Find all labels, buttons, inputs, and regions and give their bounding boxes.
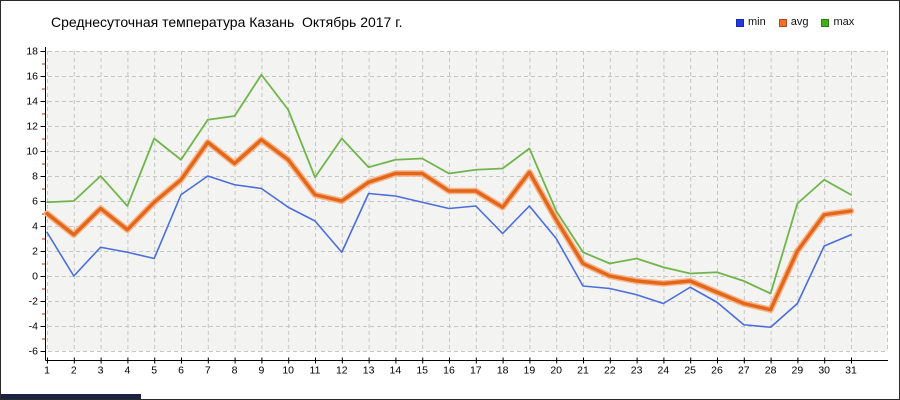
x-tick-label: 8 xyxy=(232,365,238,377)
x-tick-label: 21 xyxy=(577,365,589,377)
chart-title: Среднесуточная температура Казань Октябр… xyxy=(51,14,403,30)
y-tick-label: -4 xyxy=(29,321,38,333)
y-tick-label: 12 xyxy=(26,121,38,133)
x-tick-label: 3 xyxy=(98,365,104,377)
max-line xyxy=(46,73,852,295)
legend-label-max: max xyxy=(833,16,855,28)
x-tick-label: 13 xyxy=(363,365,375,377)
x-tick-label: 23 xyxy=(631,365,643,377)
legend-label-min: min xyxy=(748,16,766,28)
x-tick-label: 6 xyxy=(178,365,184,377)
x-tick-label: 24 xyxy=(658,365,670,377)
legend: min avg max xyxy=(736,17,854,28)
x-tick-label: 17 xyxy=(470,365,482,377)
x-tick-label: 2 xyxy=(71,365,77,377)
x-tick-label: 12 xyxy=(336,365,348,377)
x-tick-label: 1 xyxy=(44,365,50,377)
x-tick-label: 19 xyxy=(524,365,536,377)
y-tick-label: 2 xyxy=(32,246,38,258)
x-tick-label: 10 xyxy=(282,365,294,377)
y-tick-label: 16 xyxy=(26,71,38,83)
x-tick-label: 31 xyxy=(845,365,857,377)
y-tick-label: 4 xyxy=(32,221,38,233)
legend-item-max[interactable]: max xyxy=(821,17,854,28)
y-tick-label: 14 xyxy=(26,96,38,108)
y-tick-label: 6 xyxy=(32,196,38,208)
y-tick-label: -2 xyxy=(29,296,38,308)
y-tick-label: 8 xyxy=(32,171,38,183)
x-tick-label: 7 xyxy=(205,365,211,377)
x-tick-label: 27 xyxy=(738,365,750,377)
x-tick-label: 18 xyxy=(497,365,509,377)
legend-item-avg[interactable]: avg xyxy=(778,16,809,28)
x-tick-label: 14 xyxy=(390,365,402,377)
x-tick-label: 28 xyxy=(765,365,777,377)
x-tick-label: 25 xyxy=(684,365,696,377)
x-tick-label: 30 xyxy=(818,365,830,377)
x-tick-label: 15 xyxy=(416,365,428,377)
avg-line xyxy=(45,138,853,312)
gridlines xyxy=(47,51,888,352)
x-tick-label: 20 xyxy=(550,365,562,377)
avg-series-swatch-icon xyxy=(778,18,787,27)
legend-item-min[interactable]: min xyxy=(736,17,766,28)
x-tick-label: 5 xyxy=(151,365,157,377)
x-tick-label: 29 xyxy=(792,365,804,377)
y-tick-label: 18 xyxy=(26,46,38,58)
x-tick-label: 16 xyxy=(443,365,455,377)
x-tick-label: 22 xyxy=(604,365,616,377)
x-tick-label: 11 xyxy=(310,365,321,377)
y-tick-label: 10 xyxy=(26,146,38,158)
min-line xyxy=(46,175,852,329)
x-tick-label: 4 xyxy=(124,365,130,377)
y-tick-label: -6 xyxy=(29,346,38,358)
x-tick-label: 26 xyxy=(711,365,723,377)
x-axis-ticks: 1 2 3 4 5 6 7 8 9 10 11 12 13 14 15 16 17 18 19 20 21 22 23 24 2… xyxy=(44,357,857,377)
horizontal-scrollbar-thumb[interactable] xyxy=(1,394,141,399)
axes xyxy=(45,47,888,361)
max-series-swatch-icon xyxy=(821,18,830,27)
min-series-swatch-icon xyxy=(736,18,744,27)
y-tick-label: 0 xyxy=(32,271,38,283)
y-axis-ticks: -6 -4 -2 0 2 4 6 8 10 12 14 16 18 xyxy=(26,46,46,358)
legend-label-avg: avg xyxy=(790,16,809,28)
x-tick-label: 9 xyxy=(258,365,264,377)
horizontal-scrollbar xyxy=(1,393,899,399)
